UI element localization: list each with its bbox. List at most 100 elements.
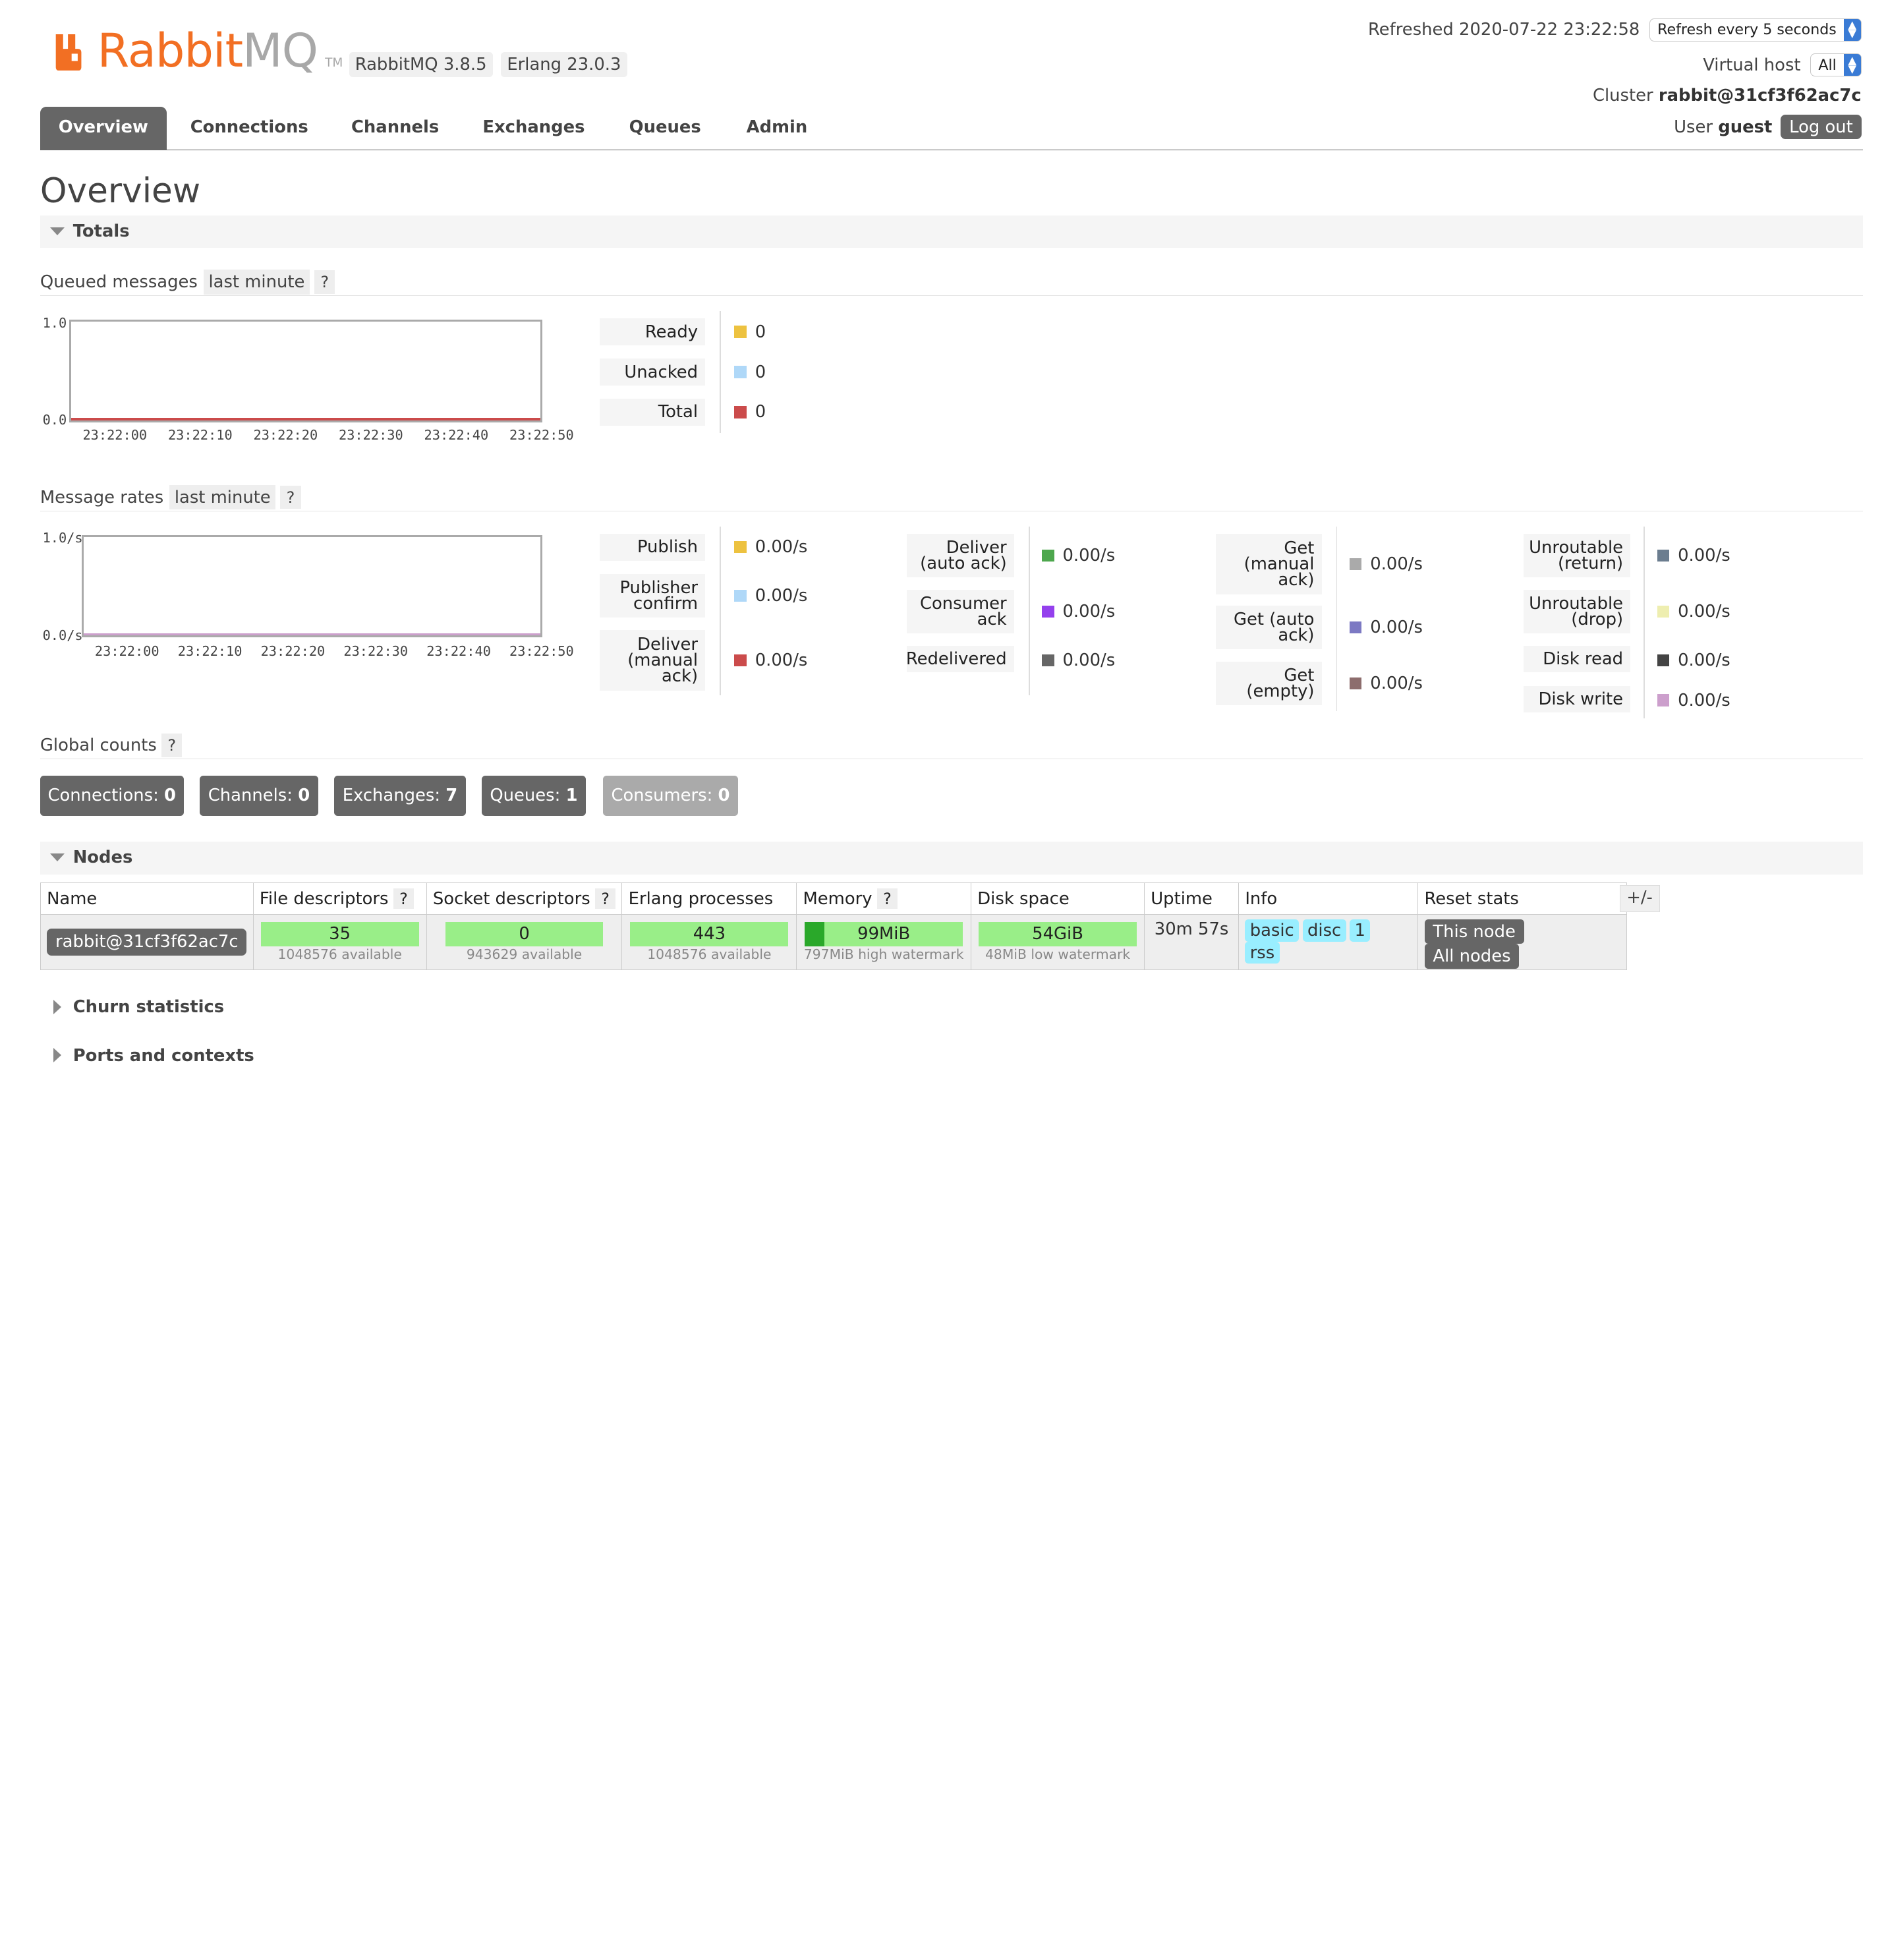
virtual-host-select[interactable]: All ▲ ▼: [1810, 53, 1862, 77]
unroutable-drop-swatch: [1657, 605, 1670, 618]
info-badge-count: 1: [1350, 919, 1371, 942]
queued-help-button[interactable]: ?: [314, 270, 335, 294]
tab-admin[interactable]: Admin: [746, 117, 808, 138]
legend-divider: [1336, 526, 1338, 712]
table-row: rabbit@31cf3f62ac7c 35 1048576 available…: [40, 913, 1627, 970]
legend-unroutable-return-label: Unroutable (return): [1523, 533, 1631, 578]
global-counts-title: Global counts: [40, 735, 157, 755]
count-label: Connections:: [47, 786, 159, 806]
legend-redelivered-value: 0.00/s: [1042, 650, 1115, 670]
disk-space-value: 54GiB: [1032, 923, 1083, 944]
queued-y-max-label: 1.0: [42, 314, 67, 331]
file-descriptors-available: 1048576 available: [277, 946, 402, 963]
erlang-version-badge: Erlang 23.0.3: [501, 52, 627, 77]
legend-publish-label: Publish: [599, 533, 706, 561]
tab-channels[interactable]: Channels: [351, 117, 440, 138]
queued-x-tick-label: 23:22:50: [509, 426, 574, 443]
socket-descriptors-value: 0: [519, 923, 530, 944]
legend-divider: [720, 311, 722, 433]
count-label: Consumers:: [611, 786, 713, 806]
global-counts-header: Global counts ?: [40, 732, 1863, 760]
ready-count: 0: [755, 322, 766, 342]
logo-text-rabbit: Rabbit: [97, 23, 243, 78]
publisher-confirm-rate: 0.00/s: [755, 586, 808, 606]
rabbit-logo-icon: [55, 34, 82, 71]
legend-get-auto-label: Get (auto ack): [1216, 605, 1322, 650]
col-header-socket-descriptors-text: Socket descriptors: [432, 888, 590, 909]
tab-overview[interactable]: Overview: [40, 107, 167, 150]
churn-statistics-section-toggle[interactable]: Churn statistics: [40, 991, 405, 1024]
nodes-table: Name File descriptors? Socket descriptor…: [40, 882, 1627, 970]
disk-low-watermark: 48MiB low watermark: [985, 946, 1131, 963]
col-header-memory-text: Memory: [803, 888, 872, 909]
unroutable-return-rate: 0.00/s: [1678, 546, 1730, 566]
socket-descriptors-cell: 0 943629 available: [426, 913, 623, 970]
rabbitmq-logo[interactable]: Rabbit MQ TM: [53, 23, 343, 78]
info-cell: basic disc 1 rss: [1238, 913, 1419, 970]
legend-deliver-auto-label: Deliver (auto ack): [907, 533, 1014, 578]
rates-y-min-label: 0.0/s: [42, 627, 83, 644]
tab-exchanges[interactable]: Exchanges: [482, 117, 585, 138]
get-empty-rate: 0.00/s: [1370, 673, 1423, 693]
memory-value: 99MiB: [857, 923, 911, 944]
file-descriptors-help-button[interactable]: ?: [393, 888, 414, 909]
deliver-auto-swatch: [1042, 549, 1054, 562]
socket-descriptors-available: 943629 available: [466, 946, 583, 963]
logout-button[interactable]: Log out: [1781, 115, 1862, 140]
legend-publisher-confirm-label: Publisher confirm: [599, 573, 706, 618]
legend-consumer-ack-label: Consumer ack: [907, 589, 1014, 634]
queues-count-button[interactable]: Queues: 1: [481, 776, 586, 816]
legend-get-manual-label: Get (manual ack): [1216, 533, 1322, 595]
user-name: guest: [1718, 117, 1773, 137]
file-descriptors-bar: 35: [260, 921, 419, 946]
queued-messages-header: Queued messages last minute ?: [40, 269, 1863, 297]
nodes-table-header-row: Name File descriptors? Socket descriptor…: [40, 882, 1627, 915]
unacked-swatch: [734, 366, 747, 378]
exchanges-count-button[interactable]: Exchanges: 7: [334, 776, 466, 816]
rates-help-button[interactable]: ?: [280, 485, 301, 509]
reset-stats-cell: This nodeAll nodes: [1417, 913, 1627, 970]
totals-section-toggle[interactable]: Totals: [40, 215, 1863, 248]
socket-descriptors-help-button[interactable]: ?: [595, 888, 616, 909]
message-rates-title: Message rates: [40, 487, 164, 507]
deliver-auto-rate: 0.00/s: [1062, 546, 1116, 566]
rates-x-tick-label: 23:22:30: [343, 643, 409, 659]
get-manual-rate: 0.00/s: [1370, 554, 1423, 575]
connections-count-button[interactable]: Connections: 0: [40, 776, 184, 816]
reset-this-node-button[interactable]: This node: [1424, 919, 1524, 944]
disk-write-rate: 0.00/s: [1678, 690, 1730, 710]
virtual-host-label: Virtual host: [1703, 55, 1801, 75]
ports-and-contexts-section-toggle[interactable]: Ports and contexts: [40, 1039, 405, 1072]
erlang-processes-value: 443: [693, 923, 726, 944]
get-auto-rate: 0.00/s: [1370, 618, 1423, 638]
tab-connections[interactable]: Connections: [190, 117, 308, 138]
rates-range-selector[interactable]: last minute: [169, 484, 276, 510]
reset-all-nodes-button[interactable]: All nodes: [1424, 944, 1520, 969]
cluster-name: rabbit@31cf3f62ac7c: [1658, 85, 1862, 105]
erlang-processes-cell: 443 1048576 available: [621, 913, 797, 970]
col-header-name-text: Name: [47, 888, 98, 909]
tab-queues[interactable]: Queues: [629, 117, 701, 138]
legend-disk-write-value: 0.00/s: [1657, 691, 1730, 710]
disk-read-rate: 0.00/s: [1678, 650, 1730, 670]
info-badge-rss: rss: [1245, 941, 1280, 964]
legend-divider: [720, 526, 722, 696]
refresh-interval-select[interactable]: Refresh every 5 seconds ▲ ▼: [1649, 18, 1862, 42]
memory-help-button[interactable]: ?: [876, 888, 898, 909]
get-empty-swatch: [1349, 677, 1362, 690]
logo-text-mq: MQ: [243, 23, 318, 78]
legend-unroutable-drop-value: 0.00/s: [1657, 602, 1730, 621]
node-name-link[interactable]: rabbit@31cf3f62ac7c: [47, 928, 247, 956]
legend-unroutable-drop-label: Unroutable (drop): [1523, 589, 1631, 634]
nodes-section-toggle[interactable]: Nodes: [40, 841, 1863, 875]
queued-range-selector[interactable]: last minute: [204, 270, 310, 295]
channels-count-button[interactable]: Channels: 0: [199, 776, 319, 816]
toggle-columns-button[interactable]: +/-: [1619, 885, 1660, 912]
totals-section-label: Totals: [72, 221, 130, 241]
global-counts-help-button[interactable]: ?: [161, 734, 183, 757]
virtual-host-value: All: [1818, 56, 1837, 74]
collapsed-triangle-icon: [53, 1048, 61, 1063]
legend-get-auto-value: 0.00/s: [1349, 618, 1423, 638]
col-header-uptime-text: Uptime: [1151, 888, 1213, 909]
nodes-section-label: Nodes: [72, 847, 133, 867]
